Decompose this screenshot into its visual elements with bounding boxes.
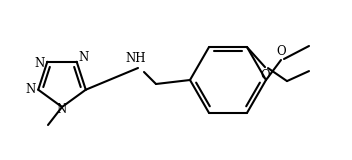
Text: O: O (260, 69, 270, 82)
Text: O: O (276, 45, 286, 58)
Text: N: N (79, 51, 89, 64)
Text: N: N (25, 83, 35, 96)
Text: N: N (34, 57, 44, 70)
Text: NH: NH (126, 52, 146, 65)
Text: N: N (57, 103, 67, 116)
